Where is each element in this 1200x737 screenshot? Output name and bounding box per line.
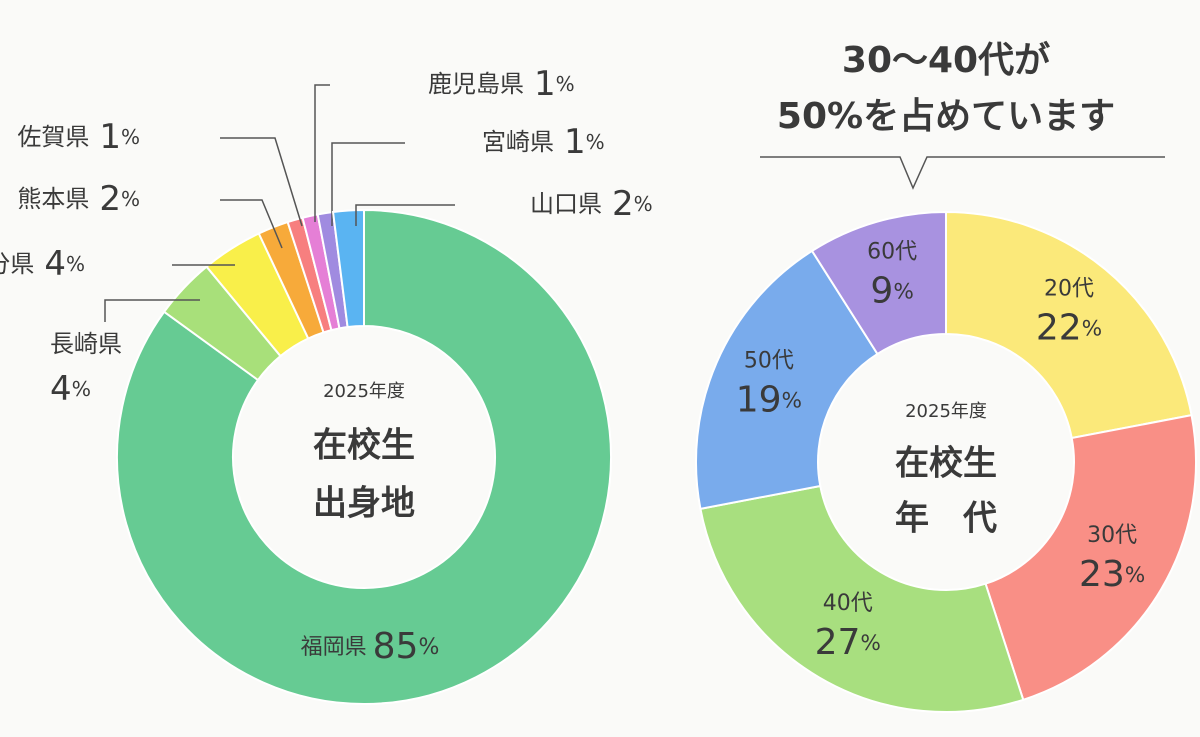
leader-line [355, 204, 455, 226]
center-text: 年 代 [895, 499, 997, 539]
unit: % [121, 125, 140, 149]
category-label: 長崎県 [50, 330, 122, 358]
donut-slice [984, 413, 1197, 702]
unit: % [893, 280, 914, 305]
value-label: 23% [1079, 554, 1145, 595]
slice-label: 宮崎県 1% [482, 122, 605, 162]
unit: % [586, 130, 605, 154]
category-label: 60代 [867, 240, 917, 265]
value-label: 4% [50, 369, 91, 409]
category: 佐賀県 [17, 123, 89, 151]
category: 鹿児島県 [428, 70, 524, 98]
annotation: 50%を占めています [777, 96, 1115, 137]
unit: % [860, 631, 881, 656]
unit: % [121, 187, 140, 211]
leader-line [314, 84, 330, 222]
center-text: 在校生 [895, 444, 997, 484]
value-label: 9% [870, 271, 913, 312]
category: 山口県 [530, 190, 602, 218]
unit: % [782, 388, 803, 413]
value: 1 [99, 117, 121, 157]
unit: % [556, 72, 575, 96]
center-text: 出身地 [313, 484, 415, 524]
slice-label: 鹿児島県 1% [428, 64, 575, 104]
leader-line [220, 137, 303, 227]
value: 4 [50, 369, 72, 409]
category: 大分県 [0, 250, 34, 278]
value: 9 [870, 271, 893, 312]
slice-label: 大分県 4% [0, 244, 85, 284]
value: 1 [534, 64, 556, 104]
category-label: 50代 [744, 348, 794, 373]
value: 85 [373, 626, 419, 667]
donut-slice [699, 484, 1025, 713]
donut-slice [331, 208, 365, 329]
leader-line [220, 199, 283, 249]
unit: % [72, 377, 91, 401]
unit: % [1082, 316, 1103, 341]
value: 4 [44, 244, 66, 284]
donut-slice [116, 208, 612, 705]
value-label: 22% [1036, 307, 1102, 348]
center-text: 2025年度 [323, 381, 405, 402]
category-label: 20代 [1044, 276, 1094, 301]
value: 1 [564, 122, 586, 162]
category-label: 40代 [823, 591, 873, 616]
center-text: 在校生 [313, 426, 415, 466]
value-label: 19% [736, 379, 802, 420]
value: 2 [612, 184, 634, 224]
value: 22 [1036, 307, 1082, 348]
donut-slice [810, 210, 947, 356]
value: 23 [1079, 554, 1125, 595]
slice-label: 山口県 2% [530, 184, 653, 224]
value-label: 27% [815, 622, 881, 663]
leader-line [104, 299, 200, 322]
callout-line [760, 156, 1165, 190]
slice-label: 熊本県 2% [17, 179, 140, 219]
category: 宮崎県 [482, 128, 554, 156]
unit: % [66, 252, 85, 276]
slice-label: 福岡県 85% [301, 626, 440, 667]
slice-label: 佐賀県 1% [17, 117, 140, 157]
value: 2 [99, 179, 121, 219]
category: 福岡県 [301, 635, 367, 660]
value: 27 [815, 622, 861, 663]
annotation: 30〜40代が [842, 40, 1050, 81]
center-text: 2025年度 [905, 401, 987, 422]
category-label: 30代 [1087, 523, 1137, 548]
donut-slice [945, 210, 1193, 440]
unit: % [418, 635, 439, 660]
leader-line [331, 142, 405, 226]
donut-slice [695, 249, 879, 511]
unit: % [634, 192, 653, 216]
value: 19 [736, 379, 782, 420]
unit: % [1125, 563, 1146, 588]
category: 熊本県 [17, 185, 89, 213]
